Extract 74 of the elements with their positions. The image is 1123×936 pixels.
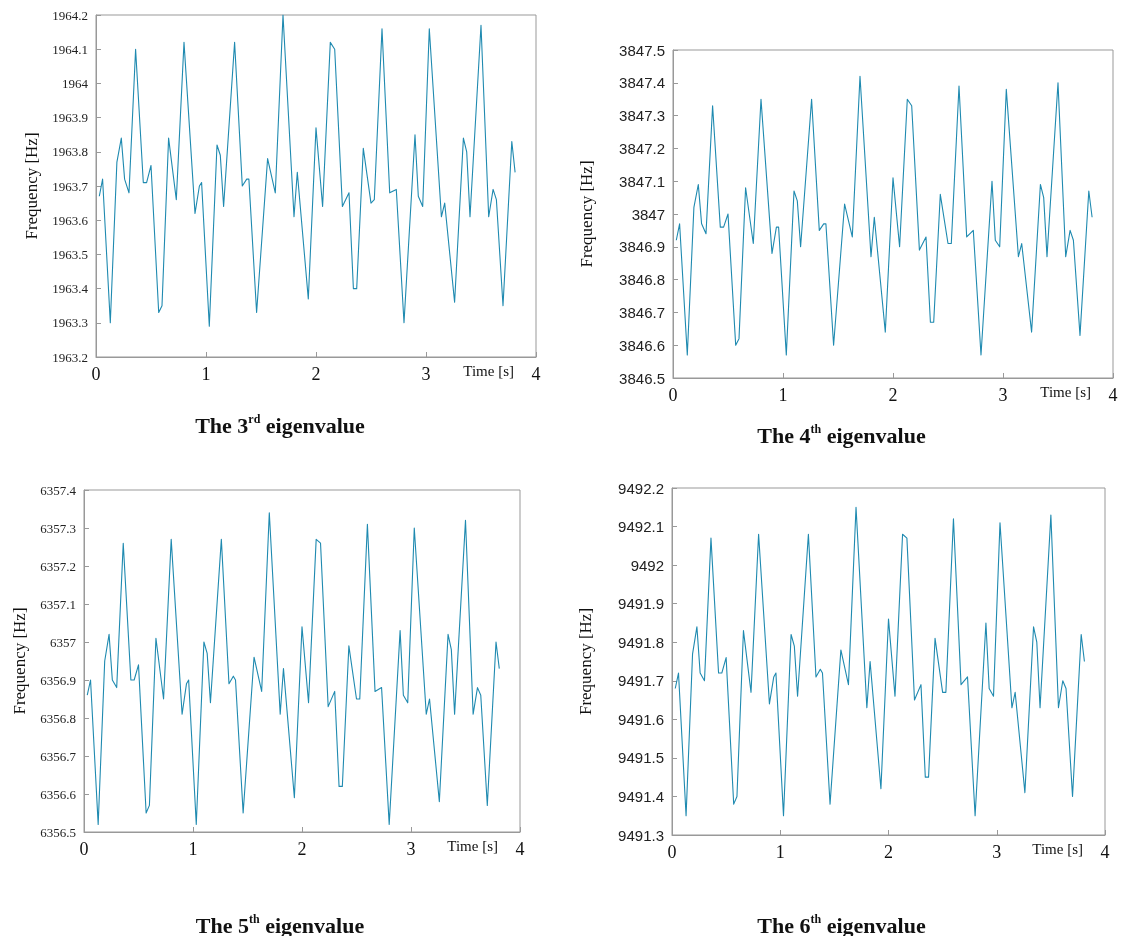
y-tick-label: 3847.3: [619, 107, 665, 125]
x-tick-label: 2: [888, 385, 898, 405]
y-tick-label: 9491.4: [618, 787, 664, 805]
y-tick-label: 1963.4: [52, 281, 89, 297]
y-tick-label: 1963.3: [52, 315, 88, 331]
y-tick-label: 1963.5: [52, 246, 88, 262]
x-tick-label: 4: [515, 839, 525, 859]
x-tick-label: 3: [406, 839, 416, 859]
x-tick-label: 3: [992, 842, 1002, 862]
y-tick-label: 6356.9: [40, 672, 76, 688]
x-tick-label: 3: [421, 364, 431, 384]
line-series: [675, 75, 1093, 356]
y-tick-label: 6357.1: [40, 596, 76, 612]
x-tick-label: 3: [998, 385, 1008, 405]
y-tick-label: 1964.1: [52, 41, 88, 57]
y-tick-label: 1964: [62, 75, 89, 91]
y-tick-label: 1964.2: [52, 7, 88, 23]
y-tick-label: 6356.7: [40, 748, 77, 764]
y-tick-label: 3847.1: [619, 172, 665, 190]
y-tick-label: 6356.5: [40, 824, 76, 840]
x-axis-title: Time [s]: [1040, 383, 1091, 400]
x-tick-label: 1: [188, 839, 198, 859]
y-tick-label: 3846.9: [619, 238, 665, 256]
y-tick-label: 9491.9: [618, 595, 664, 613]
y-tick-label: 6357: [50, 634, 77, 650]
y-tick-label: 3847: [631, 205, 665, 223]
y-tick-label: 9491.7: [618, 672, 664, 690]
x-axis-title: Time [s]: [447, 837, 498, 854]
y-tick-label: 3846.8: [619, 271, 665, 289]
x-tick-label: 2: [884, 842, 893, 862]
y-tick-label: 9491.5: [618, 749, 664, 767]
y-axis-title: Frequency [Hz]: [576, 607, 595, 716]
x-tick-label: 0: [667, 842, 677, 862]
y-tick-label: 6357.3: [40, 520, 76, 536]
y-tick-label: 1963.7: [52, 178, 89, 194]
y-tick-label: 3846.7: [619, 303, 665, 321]
x-tick-label: 4: [1100, 842, 1110, 862]
y-axis-title: Frequency [Hz]: [22, 132, 41, 240]
x-tick-label: 2: [311, 364, 321, 384]
y-tick-label: 6357.2: [40, 558, 76, 574]
x-tick-label: 0: [668, 385, 678, 405]
line-series: [674, 506, 1085, 817]
y-tick-label: 3846.5: [619, 369, 665, 387]
y-tick-label: 9491.3: [618, 826, 664, 844]
x-axis-title: Time [s]: [463, 362, 514, 379]
x-tick-label: 1: [775, 842, 785, 862]
line-series: [98, 14, 516, 327]
x-tick-label: 2: [297, 839, 307, 859]
y-tick-label: 1963.9: [52, 110, 88, 126]
y-tick-label: 9491.6: [618, 710, 664, 728]
y-tick-label: 9492.1: [618, 518, 664, 536]
y-tick-label: 9492: [630, 556, 664, 574]
y-tick-label: 1963.6: [52, 212, 89, 228]
x-tick-label: 1: [778, 385, 788, 405]
y-tick-label: 3847.4: [619, 74, 665, 92]
y-axis-title: Frequency [Hz]: [577, 160, 596, 268]
x-axis-title: Time [s]: [1032, 840, 1083, 857]
line-series: [86, 512, 500, 825]
y-tick-label: 3847.5: [619, 41, 665, 59]
y-tick-label: 3846.6: [619, 336, 665, 354]
y-tick-label: 6357.4: [40, 482, 77, 498]
y-tick-label: 1963.8: [52, 144, 88, 160]
y-tick-label: 3847.2: [619, 139, 665, 157]
x-tick-label: 1: [201, 364, 211, 384]
y-tick-label: 9492.2: [618, 479, 664, 497]
y-tick-label: 9491.8: [618, 633, 664, 651]
x-tick-label: 0: [79, 839, 89, 859]
y-tick-label: 1963.2: [52, 349, 88, 365]
x-tick-label: 0: [91, 364, 101, 384]
x-tick-label: 4: [1108, 385, 1118, 405]
y-tick-label: 6356.6: [40, 786, 77, 802]
x-tick-label: 4: [531, 364, 541, 384]
y-tick-label: 6356.8: [40, 710, 76, 726]
y-axis-title: Frequency [Hz]: [10, 607, 29, 715]
